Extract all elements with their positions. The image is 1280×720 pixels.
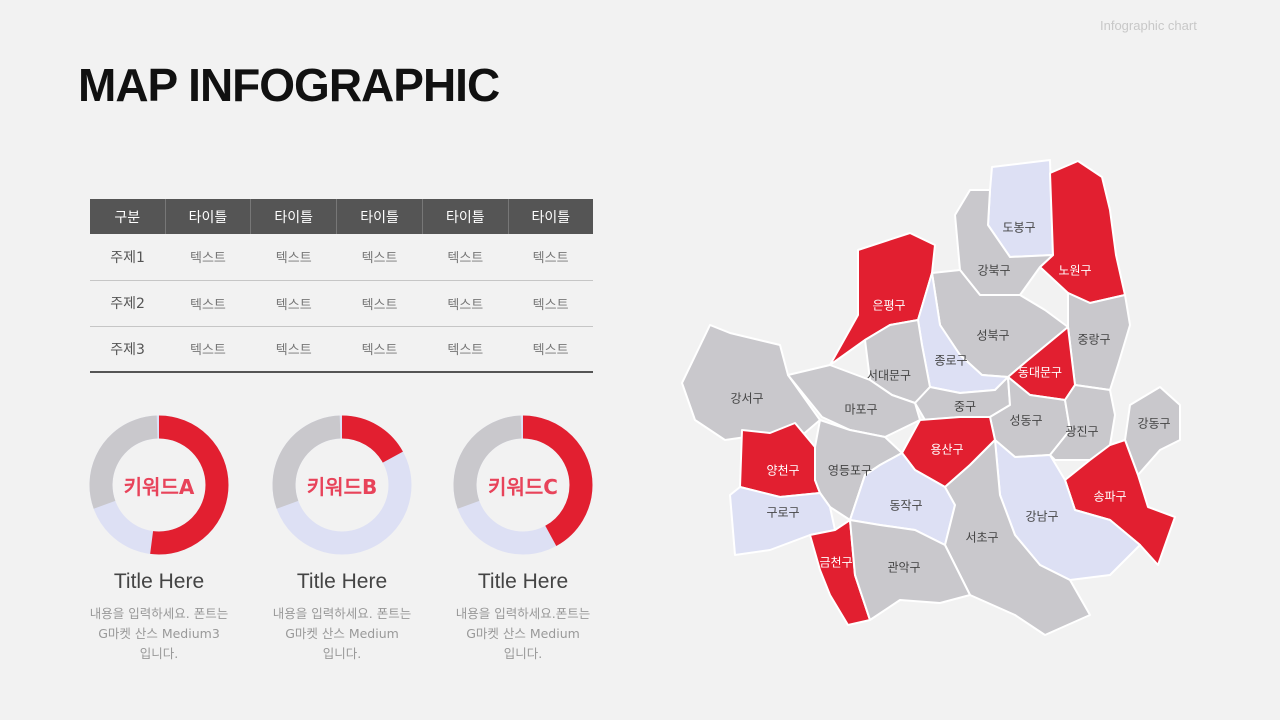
table-header-cell: 타이틀 xyxy=(336,199,423,234)
donut-value-arc xyxy=(89,415,229,555)
card-title: Title Here xyxy=(113,570,205,593)
card-description-line: G마켓 산스 Medium xyxy=(285,626,399,641)
donut-chart-c: 키워드C xyxy=(453,415,593,555)
table-row: 주제3 텍스트 텍스트 텍스트 텍스트 텍스트 xyxy=(90,326,593,373)
district-label: 노원구 xyxy=(1058,264,1091,278)
district-label: 중랑구 xyxy=(1077,333,1110,347)
table-cell: 텍스트 xyxy=(250,280,337,327)
donut-track-segment xyxy=(453,415,593,555)
card-description-line: G마켓 산스 Medium xyxy=(466,626,580,641)
table-cell: 텍스트 xyxy=(508,280,593,327)
district-label: 중구 xyxy=(954,400,976,414)
table-cell: 텍스트 xyxy=(250,234,337,281)
district-label: 송파구 xyxy=(1093,490,1126,504)
card-title: Title Here xyxy=(477,570,569,593)
donut-keyword: 키워드C xyxy=(488,474,558,499)
district-label: 영등포구 xyxy=(828,464,872,478)
page-title: MAP INFOGRAPHIC xyxy=(78,59,500,111)
donut-value-arc xyxy=(272,415,412,555)
district-label: 강동구 xyxy=(1137,417,1170,431)
district-label: 서대문구 xyxy=(867,369,911,383)
donut-chart-b: 키워드B xyxy=(272,415,412,555)
table-cell: 텍스트 xyxy=(336,326,423,373)
table-header-cell: 타이틀 xyxy=(164,199,251,234)
card-title: Title Here xyxy=(296,570,388,593)
district-songpa[interactable] xyxy=(1064,439,1176,566)
district-label: 양천구 xyxy=(766,463,799,478)
data-table: 구분 타이틀 타이틀 타이틀 타이틀 타이틀 주제1 텍스트 텍스트 텍스트 텍… xyxy=(90,199,593,373)
table-header-cell: 타이틀 xyxy=(250,199,337,234)
table-cell: 텍스트 xyxy=(165,234,251,281)
table-cell: 텍스트 xyxy=(422,234,509,281)
table-cell: 텍스트 xyxy=(508,234,593,281)
infographic-tag: Infographic chart xyxy=(1100,18,1197,33)
table-row-head: 주제2 xyxy=(90,280,166,327)
district-label: 성동구 xyxy=(1009,414,1042,428)
donut-keyword: 키워드A xyxy=(123,474,195,499)
card-description: 내용을 입력하세요.폰트는 G마켓 산스 Medium 입니다. xyxy=(438,604,608,664)
district-label: 금천구 xyxy=(819,555,852,570)
district-nowon[interactable] xyxy=(1039,160,1126,304)
card-description-line: 입니다. xyxy=(503,646,543,661)
card-description-line: G마켓 산스 Medium3 xyxy=(98,626,220,641)
table-cell: 텍스트 xyxy=(422,280,509,327)
table-cell: 텍스트 xyxy=(422,326,509,373)
table-header-cell: 구분 xyxy=(90,199,166,234)
table-header-cell: 타이틀 xyxy=(507,199,593,234)
seoul-map: 도봉구 노원구 강북구 은평구 성북구 중랑구 종로구 동대문구 서대문구 강서… xyxy=(670,155,1190,645)
district-label: 은평구 xyxy=(872,299,905,313)
district-yangcheon[interactable] xyxy=(739,422,821,498)
table-cell: 텍스트 xyxy=(250,326,337,373)
table-cell: 텍스트 xyxy=(336,280,423,327)
district-guro[interactable] xyxy=(729,486,836,556)
district-gangbuk[interactable] xyxy=(954,189,1054,296)
district-label: 관악구 xyxy=(887,561,920,575)
table-row: 주제1 텍스트 텍스트 텍스트 텍스트 텍스트 xyxy=(90,234,593,281)
district-label: 동작구 xyxy=(889,499,922,513)
district-label: 종로구 xyxy=(934,354,967,368)
donut-chart-a: 키워드A xyxy=(89,415,229,555)
district-label: 동대문구 xyxy=(1018,366,1062,380)
district-label: 강북구 xyxy=(977,264,1010,278)
card-description-line: 내용을 입력하세요. 폰트는 xyxy=(272,606,412,621)
card-description-line: 입니다. xyxy=(322,646,362,661)
table-cell: 텍스트 xyxy=(336,234,423,281)
district-gwanak[interactable] xyxy=(849,519,971,621)
donut-keyword: 키워드B xyxy=(306,474,378,499)
card-description-line: 내용을 입력하세요. 폰트는 xyxy=(89,606,229,621)
table-cell: 텍스트 xyxy=(165,280,251,327)
table-header-cell: 타이틀 xyxy=(421,199,509,234)
card-description: 내용을 입력하세요. 폰트는 G마켓 산스 Medium 입니다. xyxy=(257,604,427,664)
card-description-line: 내용을 입력하세요.폰트는 xyxy=(455,606,591,621)
table-header-row: 구분 타이틀 타이틀 타이틀 타이틀 타이틀 xyxy=(90,199,593,234)
district-label: 서초구 xyxy=(965,531,998,545)
table-row-head: 주제1 xyxy=(90,234,166,281)
table-cell: 텍스트 xyxy=(508,326,593,373)
donut-track-segment xyxy=(272,415,412,555)
district-label: 강서구 xyxy=(730,392,763,406)
district-label: 구로구 xyxy=(766,506,799,520)
card-description-line: 입니다. xyxy=(139,646,179,661)
district-mapo[interactable] xyxy=(787,364,921,438)
district-label: 마포구 xyxy=(844,403,877,417)
district-label: 도봉구 xyxy=(1002,221,1035,235)
district-label: 성북구 xyxy=(976,329,1009,343)
district-label: 강남구 xyxy=(1025,510,1058,524)
card-description: 내용을 입력하세요. 폰트는 G마켓 산스 Medium3 입니다. xyxy=(74,604,244,664)
district-label: 광진구 xyxy=(1065,425,1098,439)
district-label: 용산구 xyxy=(930,443,963,457)
table-row-head: 주제3 xyxy=(90,326,166,373)
donut-track-segment xyxy=(89,415,229,555)
donut-value-arc xyxy=(453,415,593,555)
table-cell: 텍스트 xyxy=(165,326,251,373)
table-row: 주제2 텍스트 텍스트 텍스트 텍스트 텍스트 xyxy=(90,280,593,327)
